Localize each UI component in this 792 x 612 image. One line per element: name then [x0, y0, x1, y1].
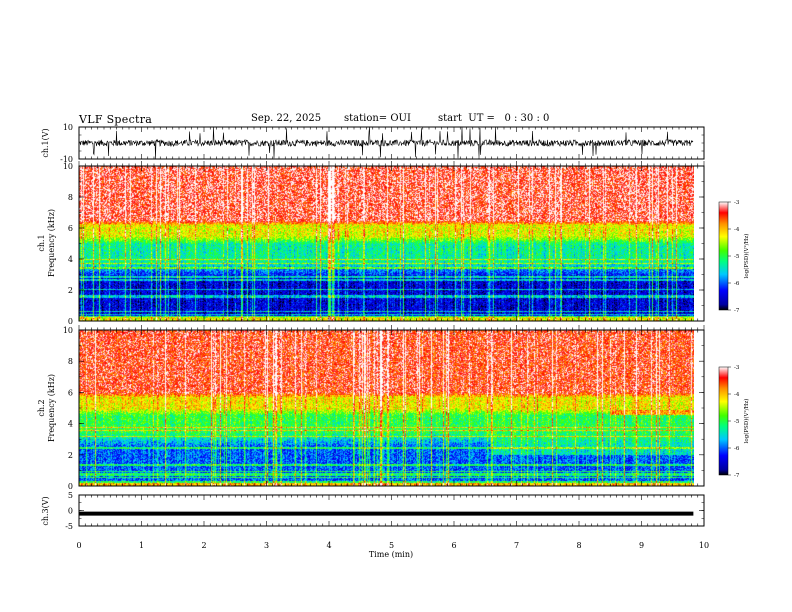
y-tick-label: 8 — [68, 357, 73, 366]
time-tick-label: 0 — [76, 541, 81, 550]
ch2-colorbar-ticks: -3 -4 -5 -6 -7 — [728, 365, 740, 479]
colorbar-tick-label: -6 — [734, 446, 740, 452]
start-time-label: start UT = 0 : 30 : 0 — [438, 113, 550, 124]
y-tick-label: 10 — [63, 326, 73, 335]
y-tick-label: 0 — [68, 482, 73, 491]
y-tick-label: 2 — [68, 451, 73, 460]
ch2-colorbar-label: log(PSD)(V²/Hz) — [743, 399, 750, 444]
ch1-spectrogram-ylabel: Frequency (kHz) — [47, 209, 56, 277]
ch2-spectrogram-image — [79, 330, 694, 486]
colorbar-tick-label: -4 — [734, 392, 740, 398]
ch3-y-ticks: 5 0 -5 — [65, 491, 704, 531]
time-tick-label: 4 — [326, 541, 331, 550]
ch3-waveform-ylabel: ch.3(V) — [41, 496, 50, 525]
ch1-colorbar — [718, 201, 729, 311]
y-tick-label: -10 — [60, 155, 73, 164]
time-tick-label: 3 — [264, 541, 269, 550]
colorbar-tick-label: -5 — [734, 419, 740, 425]
y-tick-label: 5 — [68, 491, 73, 500]
y-tick-label: 6 — [68, 224, 73, 233]
chart-title: VLF Spectra — [79, 113, 153, 126]
y-tick-label: 6 — [68, 388, 73, 397]
colorbar-tick-label: -7 — [734, 473, 740, 479]
colorbar-tick-label: -5 — [734, 254, 740, 260]
ch1-spectrogram-image — [79, 166, 694, 321]
ch1-spectrogram-ylabel-channel: ch.1 — [37, 234, 46, 251]
ch1-y-ticks: 10 -10 — [60, 123, 704, 164]
ch1-waveform-line — [78, 126, 694, 159]
y-tick-label: 0 — [68, 507, 73, 516]
y-tick-label: 4 — [68, 420, 73, 429]
y-tick-label: 0 — [68, 317, 73, 326]
y-tick-label: 4 — [68, 255, 73, 264]
colorbar-tick-label: -6 — [734, 281, 740, 287]
ch1-waveform-ylabel: ch.1(V) — [41, 128, 50, 157]
colorbar-tick-label: -4 — [734, 227, 740, 233]
time-tick-label: 7 — [514, 541, 519, 550]
ch2-spectrogram-ylabel-channel: ch.2 — [37, 399, 46, 416]
ch2-freq-ticks: 0 2 4 6 8 10 — [63, 326, 704, 491]
colorbar-tick-label: -3 — [734, 365, 740, 371]
time-tick-label: 5 — [389, 541, 394, 550]
y-tick-label: 2 — [68, 286, 73, 295]
colorbar-tick-label: -7 — [734, 308, 740, 314]
time-tick-label: 9 — [639, 541, 644, 550]
ch1-colorbar-ticks: -3 -4 -5 -6 -7 — [728, 200, 740, 314]
ch2-spectrogram-ylabel: Frequency (kHz) — [47, 374, 56, 442]
time-tick-label: 2 — [201, 541, 206, 550]
ch3-waveform-panel: 5 0 -5 ch.3(V) — [41, 491, 705, 531]
y-tick-label: 10 — [63, 123, 73, 132]
ch2-colorbar — [718, 366, 729, 476]
y-tick-label: -5 — [65, 522, 73, 531]
time-tick-label: 6 — [451, 541, 456, 550]
y-tick-label: 8 — [68, 193, 73, 202]
ch1-freq-ticks: 0 2 4 6 8 10 — [63, 162, 704, 326]
station-label: station= OUI — [344, 113, 411, 124]
ch3-waveform-frame — [78, 494, 705, 527]
time-tick-label: 10 — [699, 541, 709, 550]
time-tick-label: 1 — [139, 541, 144, 550]
ch1-waveform-panel: 10 -10 ch.1(V) — [41, 123, 705, 164]
time-axis-label: Time (min) — [369, 550, 413, 559]
date-label: Sep. 22, 2025 — [251, 113, 322, 124]
ch1-colorbar-label: log(PSD)(V²/Hz) — [743, 234, 750, 279]
time-tick-label: 8 — [576, 541, 581, 550]
time-axis-ticks: 0 1 2 3 4 5 6 7 8 9 10 — [76, 127, 709, 550]
y-tick-label: 10 — [63, 162, 73, 171]
colorbar-tick-label: -3 — [734, 200, 740, 206]
